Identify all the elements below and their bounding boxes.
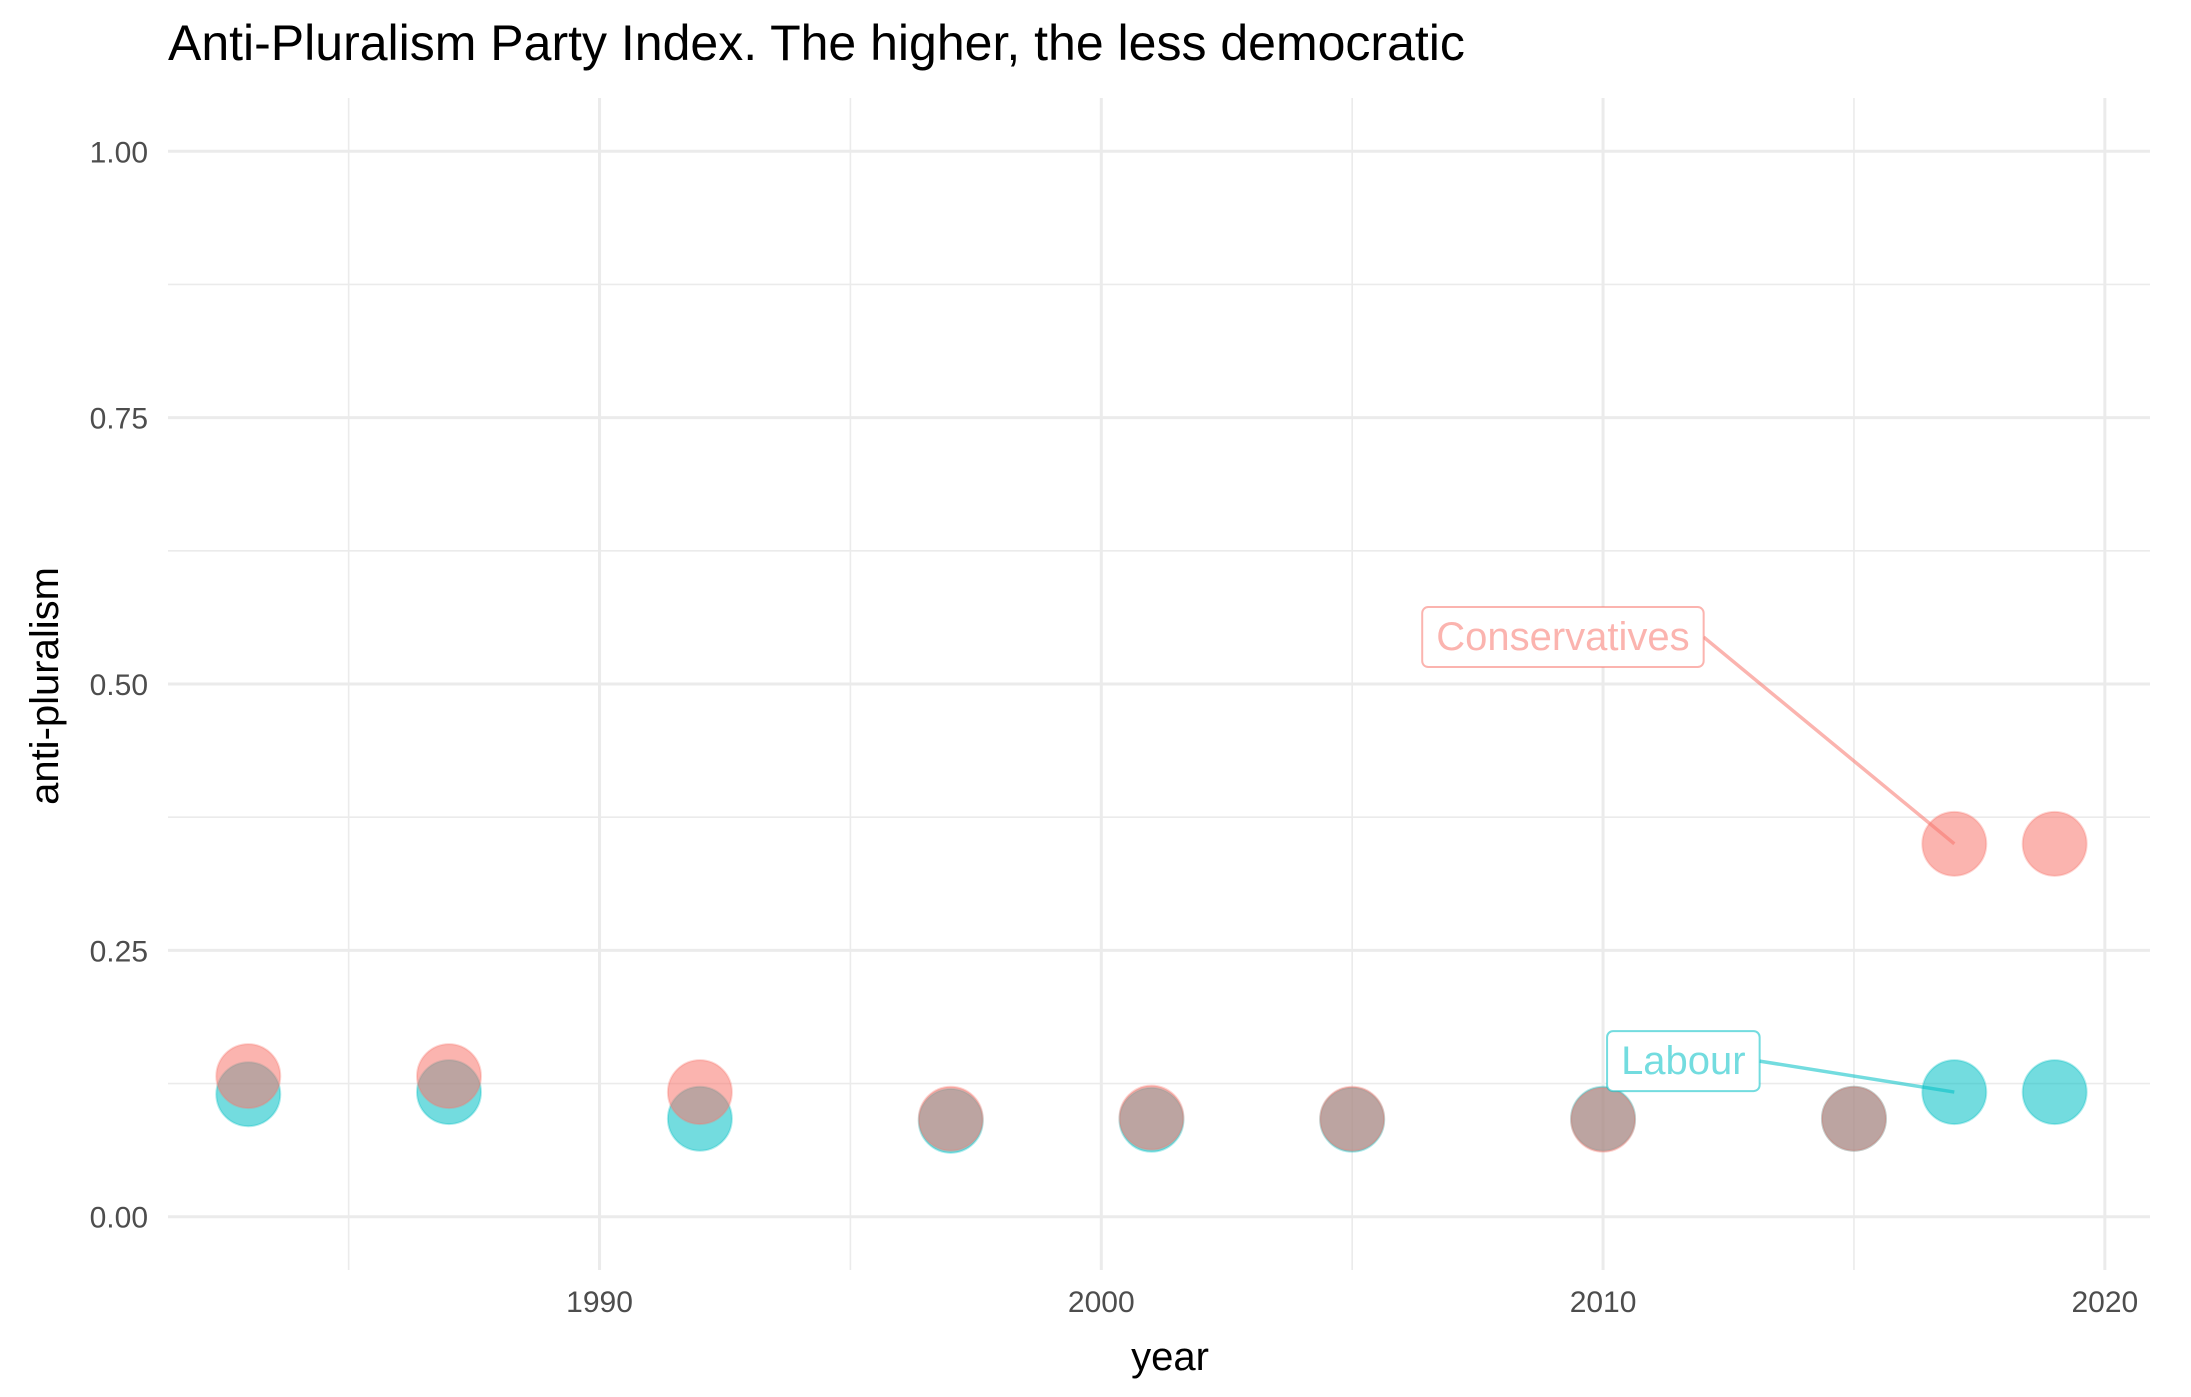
data-point: [215, 1043, 282, 1110]
x-tick-labels: 1990 2000 2010 2020: [566, 1286, 2138, 1319]
annotation-connector: [1759, 1059, 1955, 1094]
data-point: [2021, 1059, 2088, 1126]
y-tick-label: 1.00: [90, 136, 148, 169]
x-tick-label: 2000: [1068, 1286, 1135, 1319]
annotation-box: [1421, 606, 1705, 669]
data-point: [666, 1059, 733, 1126]
label-labour: Labour: [1606, 1030, 1955, 1094]
data-point: [415, 1043, 482, 1110]
annotations: Conservatives Labour: [1421, 606, 1956, 1094]
data-point: [1570, 1086, 1637, 1153]
y-tick-label: 0.50: [90, 669, 148, 702]
grid: [168, 98, 2150, 1270]
annotation-text: Conservatives: [1436, 615, 1689, 659]
y-tick-label: 0.25: [90, 935, 148, 968]
data-point: [1820, 1085, 1887, 1152]
y-tick-labels: 0.00 0.25 0.50 0.75 1.00: [90, 136, 148, 1234]
x-tick-label: 2020: [2071, 1286, 2138, 1319]
series-conservatives: [215, 810, 2088, 1153]
annotation-connector: [1702, 635, 1956, 846]
annotation-text: Labour: [1621, 1039, 1746, 1083]
data-points: [215, 810, 2088, 1154]
data-point: [917, 1085, 984, 1152]
data-point: [1319, 1085, 1386, 1152]
data-point: [1118, 1084, 1185, 1151]
x-tick-label: 2010: [1570, 1286, 1637, 1319]
label-conservatives: Conservatives: [1421, 606, 1956, 846]
y-tick-label: 0.75: [90, 403, 148, 436]
x-axis-title: year: [1131, 1335, 1209, 1379]
annotation-box: [1606, 1030, 1761, 1093]
y-tick-label: 0.00: [90, 1202, 148, 1235]
data-point: [2021, 810, 2088, 877]
chart-title: Anti-Pluralism Party Index. The higher, …: [168, 15, 1465, 71]
y-axis-title: anti-pluralism: [23, 567, 67, 805]
x-tick-label: 1990: [566, 1286, 633, 1319]
